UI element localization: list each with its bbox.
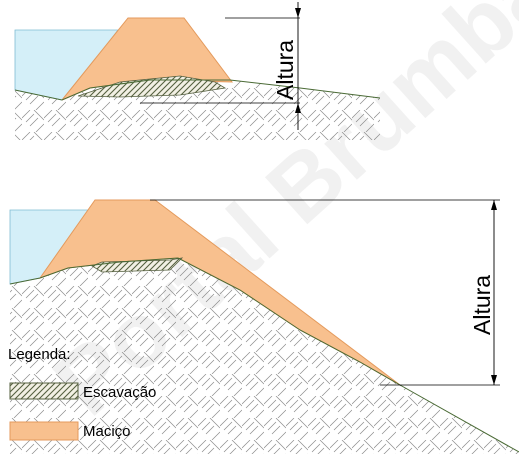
- legend-label-embankment: Maciço: [83, 423, 131, 440]
- legend-label-excavation: Escavação: [83, 384, 156, 401]
- top-height-label: Altura: [272, 40, 298, 100]
- legend-item-excavation: Escavação: [9, 382, 156, 401]
- bottom-diagram: Altura: [9, 199, 519, 454]
- legend: Legenda: Escavação Maciço: [8, 346, 156, 441]
- top-ground-line: [14, 79, 381, 101]
- bottom-excavation: [91, 257, 184, 273]
- bottom-arrow-down: [491, 375, 497, 385]
- legend-title: Legenda:: [8, 346, 71, 363]
- bottom-arrow-up: [491, 200, 497, 210]
- legend-swatch-solid: [9, 421, 79, 441]
- top-arrow-down: [295, 103, 301, 113]
- bottom-soil: [10, 258, 519, 454]
- bottom-height-label: Altura: [469, 275, 495, 335]
- top-arrow-up: [295, 8, 301, 18]
- top-diagram: Altura: [14, 2, 381, 140]
- bottom-ground-line: [9, 257, 519, 453]
- legend-item-embankment: Maciço: [9, 421, 131, 441]
- legend-swatch-hatched: [9, 382, 79, 400]
- top-excavation: [77, 75, 227, 98]
